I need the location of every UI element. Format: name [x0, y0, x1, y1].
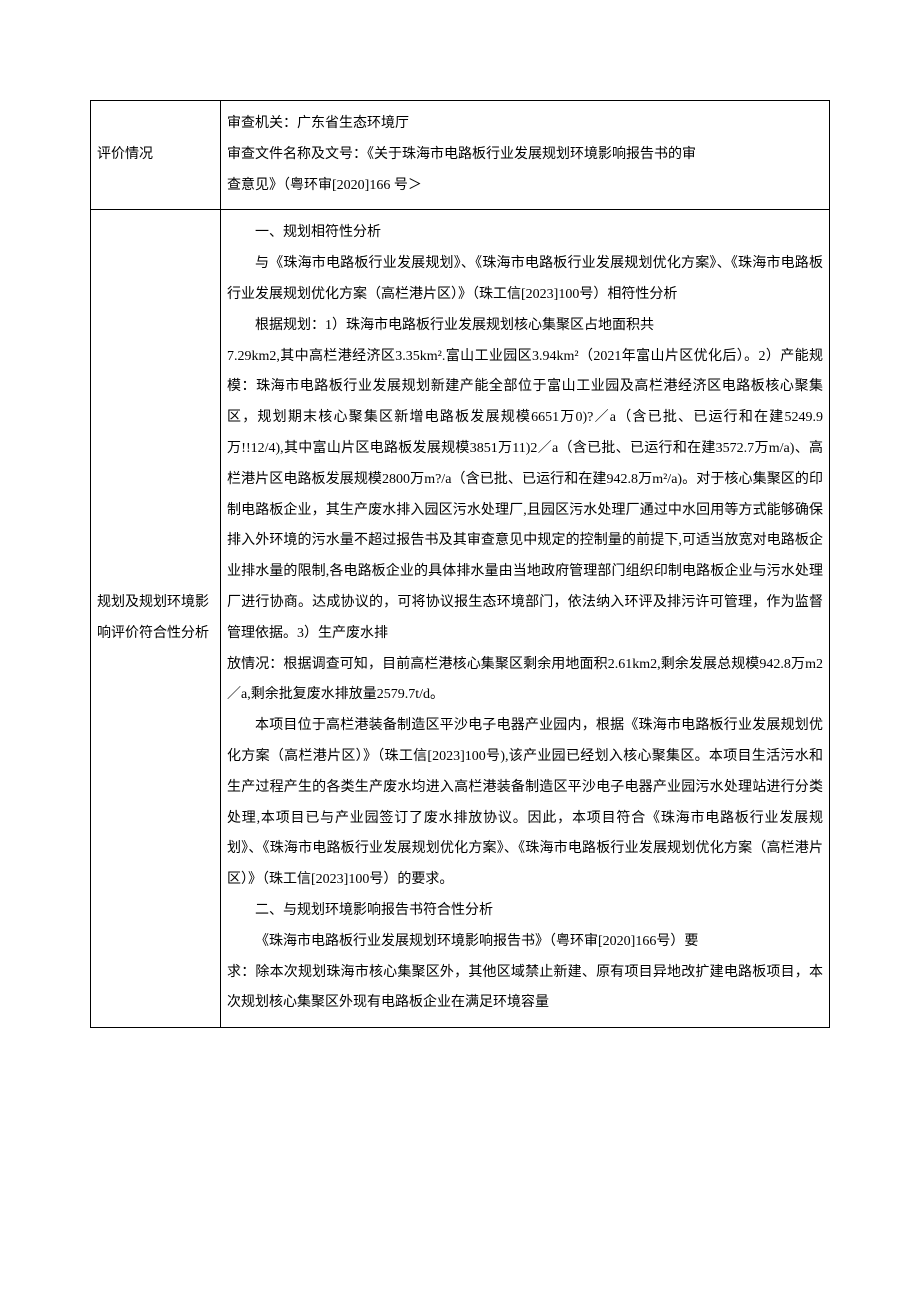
document-table: 评价情况 审查机关：广东省生态环境厅 审查文件名称及文号：《关于珠海市电路板行业… — [90, 100, 830, 1028]
row2-label-cell: 规划及规划环境影响评价符合性分析 — [91, 210, 221, 1028]
table-row-analysis: 规划及规划环境影响评价符合性分析 一、规划相符性分析 与《珠海市电路板行业发展规… — [91, 210, 830, 1028]
env-report-requirements: 求：除本次规划珠海市核心集聚区外，其他区域禁止新建、原有项目异地改扩建电路板项目… — [227, 958, 823, 1020]
review-doc-line2: 查意见》（粤环审[2020]166 号＞ — [227, 171, 823, 202]
section-1-heading: 一、规划相符性分析 — [227, 218, 823, 249]
project-location-analysis: 本项目位于高栏港装备制造区平沙电子电器产业园内，根据《珠海市电路板行业发展规划优… — [227, 711, 823, 896]
review-authority: 审查机关：广东省生态环境厅 — [227, 109, 823, 140]
row2-label: 规划及规划环境影响评价符合性分析 — [97, 595, 209, 641]
section-2-heading: 二、与规划环境影响报告书符合性分析 — [227, 896, 823, 927]
env-report-ref: 《珠海市电路板行业发展规划环境影响报告书》（粤环审[2020]166号）要 — [227, 927, 823, 958]
row2-content-cell: 一、规划相符性分析 与《珠海市电路板行业发展规划》、《珠海市电路板行业发展规划优… — [221, 210, 830, 1028]
table-row-evaluation: 评价情况 审查机关：广东省生态环境厅 审查文件名称及文号：《关于珠海市电路板行业… — [91, 101, 830, 210]
row1-label-cell: 评价情况 — [91, 101, 221, 210]
review-doc-line1: 审查文件名称及文号：《关于珠海市电路板行业发展规划环境影响报告书的审 — [227, 140, 823, 171]
planning-basis-intro: 根据规划：1）珠海市电路板行业发展规划核心集聚区占地面积共 — [227, 311, 823, 342]
row1-content-cell: 审查机关：广东省生态环境厅 审查文件名称及文号：《关于珠海市电路板行业发展规划环… — [221, 101, 830, 210]
discharge-situation: 放情况：根据调查可知，目前高栏港核心集聚区剩余用地面积2.61km2,剩余发展总… — [227, 650, 823, 712]
planning-basis-detail: 7.29km2,其中高栏港经济区3.35km².富山工业园区3.94km²（20… — [227, 342, 823, 650]
section-1-intro: 与《珠海市电路板行业发展规划》、《珠海市电路板行业发展规划优化方案》、《珠海市电… — [227, 249, 823, 311]
row1-label: 评价情况 — [97, 147, 153, 162]
